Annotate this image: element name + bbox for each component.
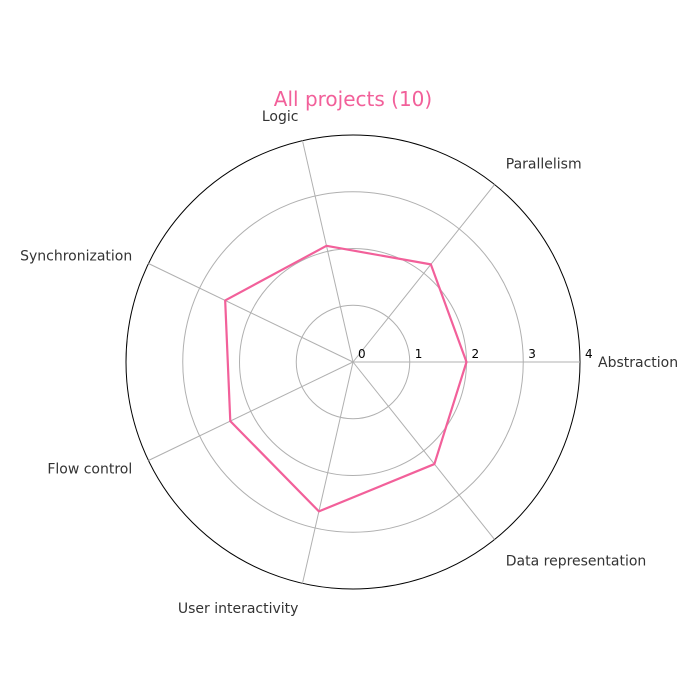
axis-spoke bbox=[302, 361, 354, 584]
tick-label: 4 bbox=[585, 347, 593, 361]
axis-spoke bbox=[352, 184, 495, 363]
axis-label: Logic bbox=[262, 109, 299, 125]
axis-spokes bbox=[148, 140, 580, 584]
axis-spoke bbox=[302, 140, 354, 363]
radial-ticks: 0 1 2 3 4 bbox=[358, 347, 593, 361]
axis-label: Synchronization bbox=[20, 249, 132, 265]
series-line bbox=[224, 244, 468, 513]
chart-title: All projects (10) bbox=[274, 87, 432, 111]
axis-label: Data representation bbox=[506, 554, 647, 570]
tick-label: 2 bbox=[472, 347, 480, 361]
axis-label: User interactivity bbox=[178, 601, 299, 617]
series-layer bbox=[224, 244, 468, 513]
tick-label: 1 bbox=[415, 347, 423, 361]
tick-label: 0 bbox=[358, 347, 366, 361]
axis-label: Abstraction bbox=[598, 355, 678, 371]
axis-spoke bbox=[352, 361, 495, 540]
axis-labels: Abstraction Parallelism Logic Synchronizati… bbox=[20, 109, 678, 617]
axis-spoke bbox=[148, 361, 354, 461]
axis-spoke bbox=[148, 263, 354, 363]
tick-label: 3 bbox=[528, 347, 536, 361]
axis-label: Parallelism bbox=[506, 156, 582, 172]
axis-label: Flow control bbox=[47, 461, 132, 477]
